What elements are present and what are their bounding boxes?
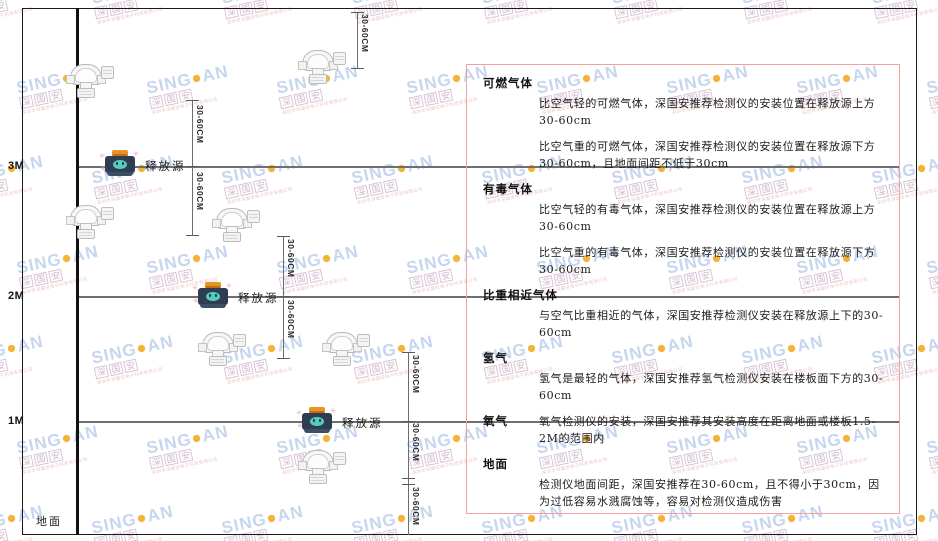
gas-detector-icon [296,48,346,84]
dimension-cap [277,296,290,298]
gas-detector-icon [64,203,114,239]
guideline-section-title: 氢气 [483,351,508,365]
dimension-label: 30-60CM [360,14,370,53]
level-line-1m [76,421,900,423]
dimension-label: 30-60CM [195,105,205,144]
release-source-icon: ✳ ✳ ✳ [296,407,336,433]
guideline-section-title: 氧气 [483,414,508,428]
vertical-axis [76,8,79,535]
outer-frame [22,8,917,535]
gas-detector-icon [210,206,260,242]
level-line-3m [76,166,900,168]
guideline-paragraph: 与空气比重相近的气体，深国安推荐检测仪安装在释放源上下的30-60cm [539,309,884,339]
release-source-label: 释放源 [238,291,279,305]
guideline-paragraph: 氢气是最轻的气体，深国安推荐氢气检测仪安装在楼板面下方的30-60cm [539,372,884,402]
dimension-line [357,12,359,68]
guideline-section-title: 比重相近气体 [483,288,558,302]
dimension-cap [351,68,364,70]
dimension-label: 30-60CM [286,300,296,339]
guideline-paragraph: 比空气重的可燃气体，深国安推荐检测仪的安装位置在释放源下方30-60cm，且地面… [539,140,876,170]
guideline-paragraph: 比空气重的有毒气体，深国安推荐检测仪的安装位置在释放源下方30-60cm [539,246,876,276]
dimension-cap [186,235,199,237]
guidelines-panel: 可燃气体 比空气轻的可燃气体，深国安推荐检测仪的安装位置在释放源上方30-60cm… [466,64,900,514]
guideline-paragraph: 氧气检测仪的安装，深国安推荐其安装高度在距离地面或楼板1.5-2M的范围内 [539,415,876,445]
dimension-label: 30-60CM [411,355,421,394]
dimension-line [192,100,194,235]
gas-detector-icon [296,448,346,484]
gas-detector-icon [320,330,370,366]
guideline-section-title: 地面 [483,457,508,471]
guideline-paragraph: 比空气轻的有毒气体，深国安推荐检测仪的安装位置在释放源上方30-60cm [539,203,876,233]
release-source-label: 释放源 [342,416,383,430]
dimension-cap [402,421,415,423]
dimension-cap [402,352,415,354]
axis-label-2m: 2M [8,290,25,302]
guideline-section: 氧气 氧气检测仪的安装，深国安推荐其安装高度在距离地面或楼板1.5-2M的范围内 [483,413,885,447]
guideline-section-title: 有毒气体 [483,182,533,196]
dimension-cap [351,12,364,14]
level-line-2m [76,296,900,298]
dimension-label: 30-60CM [411,423,421,462]
ground-label: 地面 [36,515,62,528]
axis-label-3m: 3M [8,160,25,172]
dimension-label: 30-60CM [411,487,421,526]
guideline-paragraph: 比空气轻的可燃气体，深国安推荐检测仪的安装位置在释放源上方30-60cm [539,97,876,127]
release-source-icon: ✳ ✳ ✳ [99,150,139,176]
dimension-label: 30-60CM [286,239,296,278]
guideline-section-title: 可燃气体 [483,76,533,90]
dimension-cap [186,166,199,168]
release-source-label: 释放源 [145,159,186,173]
dimension-line [408,352,410,535]
gas-detector-icon [64,62,114,98]
dimension-cap [402,484,415,486]
dimension-cap [277,358,290,360]
guideline-paragraph: 检测仪地面间距，深国安推荐在30-60cm，且不得小于30cm，因为过低容易水溅… [539,478,880,508]
dimension-label: 30-60CM [195,172,205,211]
dimension-cap [402,478,415,480]
gas-detector-icon [196,330,246,366]
dimension-cap [277,236,290,238]
dimension-cap [186,100,199,102]
release-source-icon: ✳ ✳ ✳ [192,282,232,308]
axis-label-1m: 1M [8,415,25,427]
